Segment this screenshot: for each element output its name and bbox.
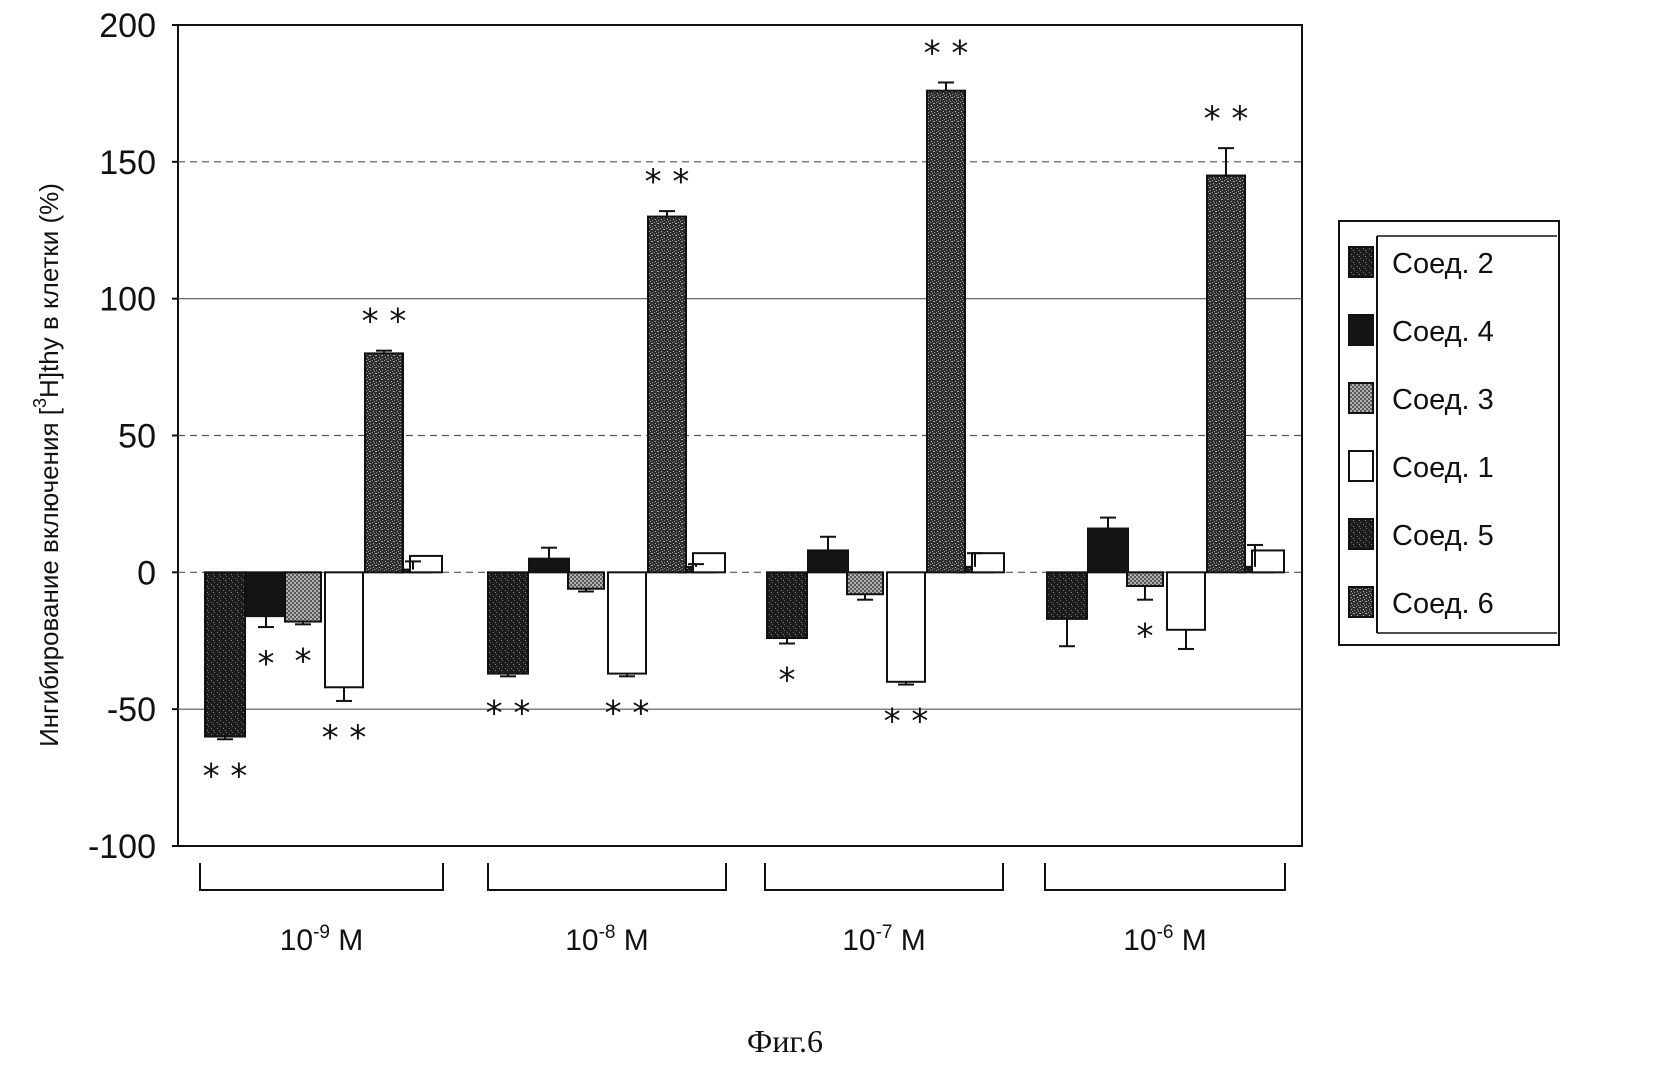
category-bracket bbox=[765, 863, 1003, 890]
significance-mark: * * bbox=[884, 702, 929, 742]
legend-label: Соед. 2 bbox=[1392, 248, 1494, 280]
significance-mark: * bbox=[258, 644, 275, 684]
significance-mark: * bbox=[295, 641, 312, 681]
bar bbox=[767, 572, 807, 638]
bar bbox=[1047, 572, 1087, 619]
legend-swatch bbox=[1349, 587, 1373, 617]
significance-mark: * * bbox=[486, 693, 531, 733]
significance-mark: * bbox=[779, 660, 796, 700]
bar bbox=[847, 572, 883, 594]
significance-mark: * * bbox=[203, 756, 248, 796]
legend-box bbox=[1339, 221, 1559, 645]
bar bbox=[608, 572, 646, 673]
significance-mark: * * bbox=[322, 718, 367, 758]
y-tick-label: -50 bbox=[107, 691, 156, 729]
category-label: 10-9 M bbox=[280, 922, 364, 957]
bar bbox=[365, 353, 403, 572]
y-axis: 200 150 100 50 0 -50 -100 bbox=[88, 7, 178, 866]
bar bbox=[529, 559, 569, 573]
bar bbox=[927, 91, 965, 573]
x-axis: 10-9 M 10-8 M 10-7 M 10-6 M bbox=[200, 863, 1285, 957]
y-tick-label: -100 bbox=[88, 828, 156, 866]
bar bbox=[325, 572, 363, 687]
bar bbox=[285, 572, 321, 621]
legend-label: Соед. 3 bbox=[1392, 384, 1494, 416]
legend-swatch bbox=[1349, 519, 1373, 549]
significance-mark: * * bbox=[645, 162, 690, 202]
bar bbox=[808, 550, 848, 572]
bar bbox=[246, 572, 286, 616]
category-bracket bbox=[488, 863, 726, 890]
category-label: 10-7 M bbox=[842, 922, 926, 957]
bar bbox=[693, 553, 725, 572]
y-tick-label: 200 bbox=[99, 7, 156, 45]
bar bbox=[1088, 529, 1128, 573]
category-label: 10-8 M bbox=[565, 922, 649, 957]
legend-swatch bbox=[1349, 315, 1373, 345]
bar bbox=[488, 572, 528, 673]
legend-label: Соед. 4 bbox=[1392, 316, 1494, 348]
y-tick-label: 100 bbox=[99, 281, 156, 319]
figure-caption: Фиг.6 bbox=[747, 1023, 823, 1059]
significance-mark: * bbox=[1137, 617, 1154, 657]
bar bbox=[410, 556, 442, 572]
legend-swatch bbox=[1349, 247, 1373, 277]
bar bbox=[1252, 550, 1284, 572]
legend: Соед. 2 Соед. 4 Соед. 3 Соед. 1 Соед. 5 Соед.… bbox=[1339, 221, 1559, 645]
y-axis-title: Ингибирование включения [3H]thy в клетки… bbox=[30, 183, 64, 747]
bars bbox=[205, 91, 1284, 737]
bar bbox=[1167, 572, 1205, 629]
category-label: 10-6 M bbox=[1123, 922, 1207, 957]
significance-mark: * * bbox=[362, 302, 407, 342]
bar bbox=[205, 572, 245, 736]
significance-mark: * * bbox=[1204, 99, 1249, 139]
legend-label: Соед. 6 bbox=[1392, 588, 1494, 620]
y-tick-label: 50 bbox=[118, 418, 156, 456]
significance-mark: * * bbox=[924, 33, 969, 73]
bar bbox=[568, 572, 604, 588]
significance-mark: * * bbox=[605, 693, 650, 733]
bar bbox=[887, 572, 925, 681]
bar bbox=[648, 217, 686, 573]
legend-label: Соед. 1 bbox=[1392, 452, 1494, 484]
bar bbox=[1127, 572, 1163, 586]
bar bbox=[1207, 176, 1245, 573]
y-tick-label: 0 bbox=[137, 554, 156, 592]
legend-swatch bbox=[1349, 451, 1373, 481]
bar bbox=[972, 553, 1004, 572]
legend-label: Соед. 5 bbox=[1392, 520, 1494, 552]
y-tick-label: 150 bbox=[99, 144, 156, 182]
legend-swatch bbox=[1349, 383, 1373, 413]
category-bracket bbox=[200, 863, 443, 890]
category-bracket bbox=[1045, 863, 1285, 890]
